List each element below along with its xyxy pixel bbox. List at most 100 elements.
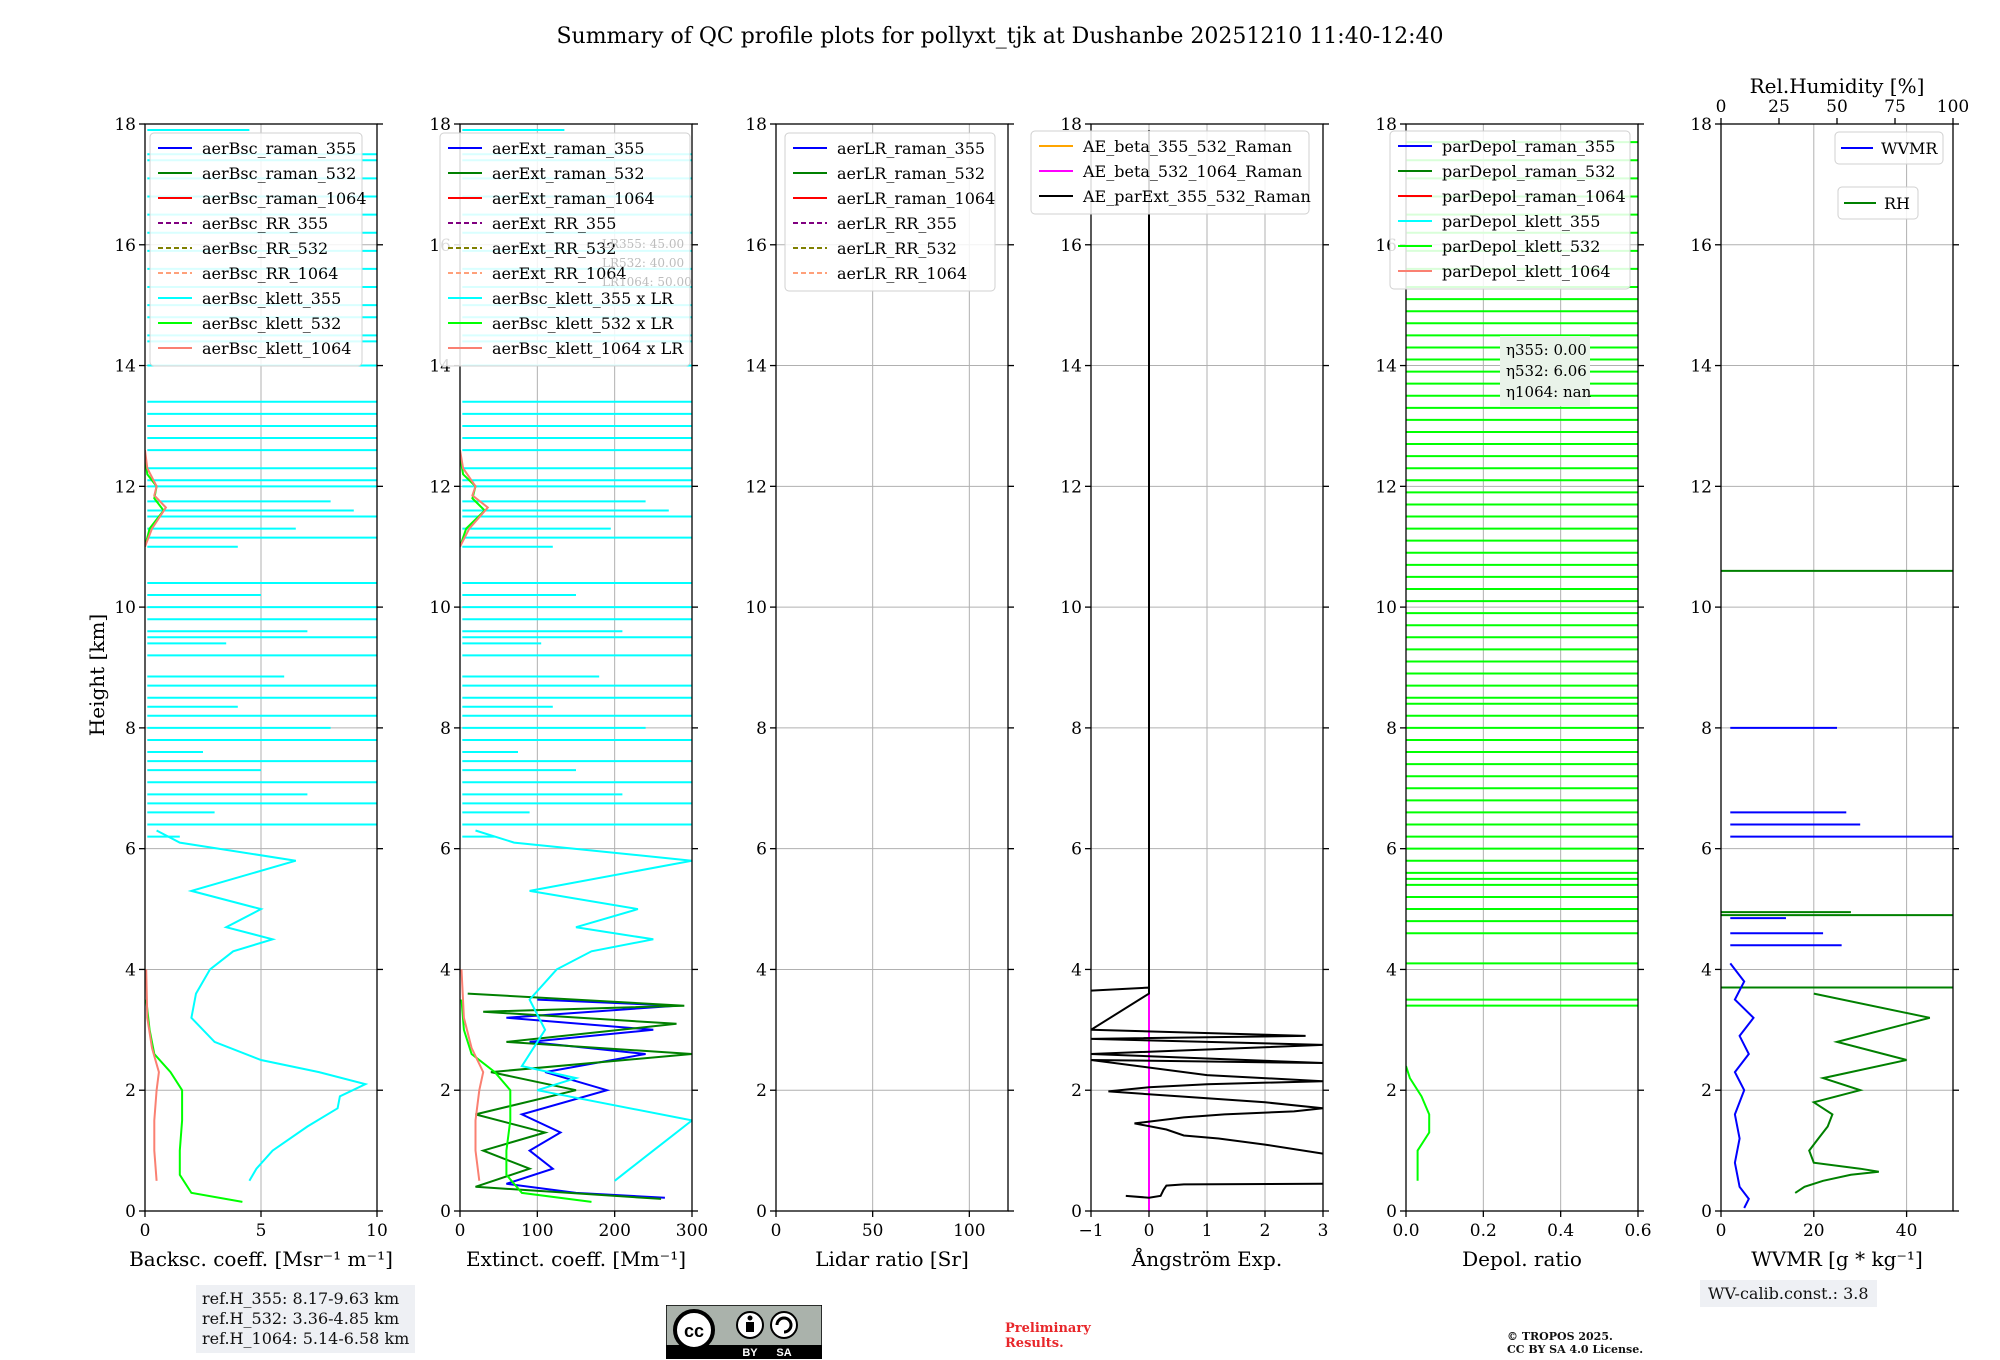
legend-label: aerBsc_RR_532 — [202, 239, 328, 258]
legend-label: aerBsc_klett_532 x LR — [492, 314, 674, 333]
ytick-label: 2 — [1071, 1081, 1082, 1101]
top-xtick-label: 75 — [1884, 97, 1906, 117]
series-aerExt_raman_355 — [506, 998, 677, 1199]
eta-box-bg — [1500, 336, 1590, 406]
ytick-label: 6 — [756, 840, 767, 860]
series-AE_parExt_355_532_Raman — [1125, 1182, 1323, 1199]
series-aerBsc_klett_1064 — [145, 449, 168, 548]
lr-label: LR532: 40.00 — [602, 256, 684, 270]
ytick-label: 6 — [1386, 840, 1397, 860]
legend-label: aerBsc_raman_355 — [202, 139, 356, 158]
sa-label: SA — [776, 1347, 791, 1359]
cc-icon — [673, 1309, 715, 1351]
series-aerBsc_klett_532 — [145, 455, 165, 547]
legend-label: aerExt_RR_532 — [492, 239, 616, 258]
ytick-label: 0 — [1071, 1202, 1082, 1222]
ytick-label: 8 — [1386, 719, 1397, 739]
ytick-label: 12 — [114, 477, 136, 497]
ytick-label: 18 — [1690, 115, 1712, 135]
ytick-label: 4 — [756, 960, 767, 980]
xtick-label: 0.0 — [1392, 1221, 1419, 1241]
legend-label: parDepol_raman_1064 — [1442, 187, 1626, 206]
preliminary-line-1: Preliminary — [1005, 1321, 1091, 1336]
data-ae — [1091, 130, 1323, 1211]
legend-bsc: aerBsc_raman_355 aerBsc_raman_532 aerBsc_r… — [149, 132, 367, 367]
ytick-label: 6 — [125, 840, 136, 860]
ytick-label: 18 — [1375, 115, 1397, 135]
legend-label: parDepol_klett_1064 — [1442, 262, 1611, 281]
ytick-label: 0 — [440, 1202, 451, 1222]
top-axis-label: Rel.Humidity [%] — [1750, 74, 1925, 98]
legend-label: aerBsc_klett_1064 — [202, 339, 351, 358]
legend-label: aerBsc_klett_355 — [202, 289, 341, 308]
ytick-label: 0 — [756, 1202, 767, 1222]
legend-label: aerLR_raman_355 — [837, 139, 985, 158]
series-parDepol_klett_532 — [1406, 1065, 1431, 1181]
legend-box — [1030, 130, 1310, 215]
ytick-label: 18 — [1060, 115, 1082, 135]
eta-value: η1064: nan — [1506, 383, 1592, 401]
ytick-label: 4 — [1071, 960, 1082, 980]
legend-label: aerLR_RR_532 — [837, 239, 957, 258]
legend-label: aerLR_RR_355 — [837, 214, 957, 233]
ytick-label: 4 — [1386, 960, 1397, 980]
data-depol — [1406, 141, 1638, 1181]
series-AE_parExt_355_532_Raman — [1091, 986, 1323, 1155]
xtick-label: −1 — [1078, 1221, 1103, 1241]
legend-label: aerExt_RR_355 — [492, 214, 616, 233]
series-RH — [1794, 992, 1931, 1194]
lr-label: LR1064: 50.00 — [602, 275, 692, 289]
xtick-label: 0 — [1144, 1221, 1155, 1241]
xaxis-label: Lidar ratio [Sr] — [815, 1247, 969, 1271]
ytick-label: 18 — [114, 115, 136, 135]
xaxis-label: Extinct. coeff. [Mm⁻¹] — [466, 1247, 686, 1271]
ytick-label: 14 — [1375, 357, 1397, 377]
ytick-label: 2 — [440, 1081, 451, 1101]
legend-wv: WVMR RH — [1834, 131, 1944, 220]
xtick-label: 0.4 — [1547, 1221, 1574, 1241]
top-xtick-label: 100 — [1937, 97, 1969, 117]
eta-box: η355: 0.00 η532: 6.06 η1064: nan — [1500, 336, 1592, 406]
legend-label: aerLR_RR_1064 — [837, 264, 967, 283]
legend-ae: AE_beta_355_532_Raman AE_beta_532_1064_Ra… — [1030, 130, 1311, 215]
ytick-label: 8 — [125, 719, 136, 739]
ytick-label: 12 — [1375, 477, 1397, 497]
ytick-label: 8 — [756, 719, 767, 739]
xtick-label: 0 — [1716, 1221, 1727, 1241]
ytick-label: 10 — [114, 598, 136, 618]
eta-value: η532: 6.06 — [1506, 362, 1587, 380]
legend-label: parDepol_klett_355 — [1442, 212, 1600, 231]
xtick-label: 20 — [1803, 1221, 1825, 1241]
axes-frame — [775, 123, 1009, 1212]
lr-label: LR355: 45.00 — [602, 237, 684, 251]
legend-label: aerBsc_klett_532 — [202, 314, 341, 333]
series-WVMR — [1729, 962, 1755, 1209]
legend-label: aerBsc_klett_1064 x LR — [492, 339, 684, 358]
preliminary-line-2: Results. — [1005, 1336, 1064, 1351]
series-aerBsc_klett_532 — [145, 999, 243, 1203]
ytick-label: 10 — [1375, 598, 1397, 618]
panel-ext: 0246810121416180100200300Extinct. coeff.… — [429, 115, 708, 1271]
ytick-label: 16 — [745, 236, 767, 256]
panel-lr: 0 2 4 6 8 10 12 14 16 18 0 50 100 Lidar ratio [Sr] aer… — [745, 115, 1014, 1271]
cc-badge-text: cc — [684, 1321, 704, 1341]
ytick-label: 12 — [429, 477, 451, 497]
legend-box — [149, 132, 363, 367]
legend-label: aerBsc_RR_355 — [202, 214, 328, 233]
copyright-note: © TROPOS 2025. CC BY SA 4.0 License. — [1507, 1330, 1643, 1356]
legend-label: aerExt_RR_1064 — [492, 264, 627, 283]
ytick-label: 0 — [1701, 1202, 1712, 1222]
preliminary-results-note: Preliminary Results. — [1005, 1321, 1091, 1351]
legend-lr: aerLR_raman_355 aerLR_raman_532 aerLR_rama… — [784, 132, 996, 292]
xaxis-label: Ångström Exp. — [1131, 1246, 1282, 1271]
xtick-label: 5 — [256, 1221, 267, 1241]
legend-label: aerBsc_raman_1064 — [202, 189, 367, 208]
series-aerBsc_klett_1064 — [145, 969, 160, 1181]
legend-box — [784, 132, 996, 292]
legend-label: aerBsc_raman_532 — [202, 164, 356, 183]
legend-label: aerExt_raman_355 — [492, 139, 645, 158]
ytick-label: 6 — [440, 840, 451, 860]
legend-label: aerExt_raman_532 — [492, 164, 645, 183]
